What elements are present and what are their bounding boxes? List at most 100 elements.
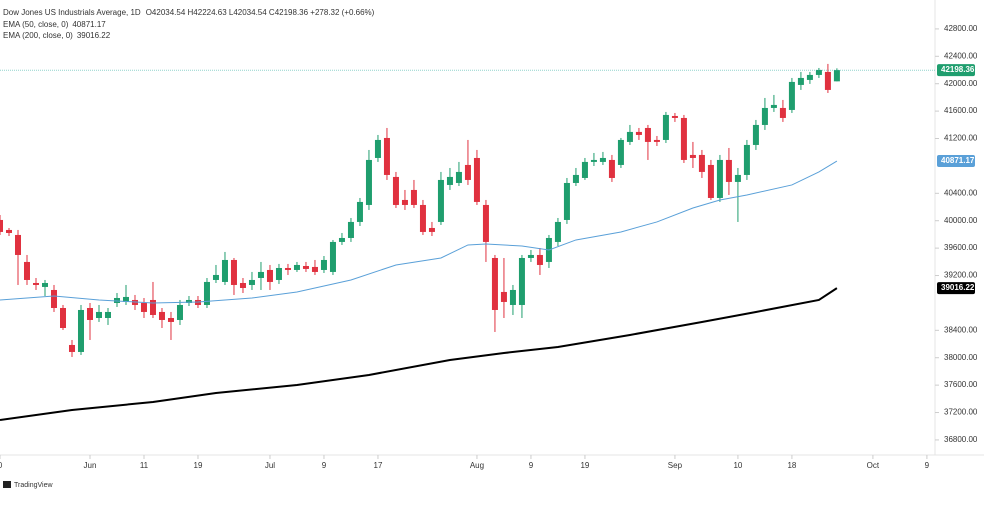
candle-body: [23, 261, 30, 280]
candle-body: [275, 267, 282, 280]
x-tick-label: 11: [140, 461, 149, 470]
x-tick-label: Jul: [265, 461, 275, 470]
candle-body: [815, 69, 822, 75]
candle-body: [302, 265, 309, 269]
candle-body: [320, 259, 327, 270]
last-price-label-bg: [937, 64, 975, 77]
y-tick-label: 37600.00: [944, 380, 978, 389]
y-tick-label: 38400.00: [944, 325, 978, 334]
candle-body: [5, 229, 12, 233]
last-price-label: 42198.36: [941, 65, 975, 74]
y-tick-label: 42400.00: [944, 51, 978, 60]
candle-body: [572, 174, 579, 183]
candle-body: [14, 234, 21, 255]
candle-body: [176, 304, 183, 320]
candle-body: [761, 107, 768, 125]
chart-title: Dow Jones US Industrials Average, 1D: [3, 8, 141, 17]
candle-body: [725, 159, 732, 182]
y-tick-label: 41200.00: [944, 134, 978, 143]
candle-body: [356, 201, 363, 222]
ema-line: [0, 287, 838, 421]
candle-body: [203, 281, 210, 305]
candle-body: [140, 302, 147, 312]
candle-body: [311, 266, 318, 272]
y-tick-label: 40400.00: [944, 188, 978, 197]
x-tick-label: 19: [580, 461, 589, 470]
x-tick-label: 19: [194, 461, 203, 470]
y-tick-label: 38000.00: [944, 353, 978, 362]
candle-body: [185, 299, 192, 303]
candle-body: [608, 159, 615, 178]
candle-body: [32, 282, 39, 285]
candle-body: [635, 131, 642, 135]
y-tick-label: 36800.00: [944, 435, 978, 444]
candle-body: [518, 257, 525, 305]
candle-body: [644, 127, 651, 142]
x-tick-label: 10: [733, 461, 742, 470]
candle-body: [662, 114, 669, 140]
candle-body: [194, 299, 201, 305]
candle-body: [428, 227, 435, 232]
x-tick-label: 9: [529, 461, 534, 470]
x-tick-label: Jun: [84, 461, 97, 470]
candle-body: [473, 157, 480, 202]
candle-body: [491, 257, 498, 310]
y-tick-label: 39600.00: [944, 243, 978, 252]
candle-body: [167, 317, 174, 322]
candle-body: [446, 176, 453, 185]
candle-body: [509, 289, 516, 305]
candle-body: [374, 139, 381, 158]
candle-body: [59, 307, 66, 328]
candle-body: [212, 274, 219, 280]
candle-body: [716, 159, 723, 198]
candle-body: [500, 291, 507, 302]
ema-price-label-bg: [937, 155, 975, 168]
legend-name: EMA (200, close, 0): [3, 31, 73, 40]
candle-body: [770, 104, 777, 108]
candle-body: [788, 81, 795, 110]
candle-body: [383, 137, 390, 175]
candle-body: [671, 115, 678, 118]
candle-body: [41, 282, 48, 287]
candle-body: [401, 199, 408, 205]
candle-body: [50, 289, 57, 308]
legend-value: 39016.22: [77, 31, 111, 40]
x-tick-label: Aug: [470, 461, 484, 470]
y-tick-label: 39200.00: [944, 271, 978, 280]
candle-body: [734, 174, 741, 182]
candle-body: [653, 139, 660, 142]
candle-body: [239, 282, 246, 288]
ohlc-legend: O42034.54 H42224.63 L42034.54 C42198.36 …: [146, 8, 375, 17]
candle-body: [581, 161, 588, 178]
candle-body: [437, 179, 444, 222]
candle-body: [743, 144, 750, 175]
candle-body: [680, 117, 687, 160]
candle-body: [752, 124, 759, 145]
candle-body: [221, 259, 228, 282]
candle-body: [365, 159, 372, 205]
candle-body: [248, 279, 255, 285]
candle-body: [554, 221, 561, 242]
candle-body: [455, 171, 462, 183]
legend-name: EMA (50, close, 0): [3, 20, 69, 29]
candle-body: [464, 164, 471, 180]
y-tick-label: 42800.00: [944, 24, 978, 33]
candle-body: [392, 176, 399, 205]
x-tick-label: 0: [0, 461, 3, 470]
brand-logo: [3, 481, 11, 488]
candle-body: [482, 204, 489, 242]
candle-body: [590, 159, 597, 162]
candle-body: [68, 344, 75, 352]
ema-price-label-bg: [937, 282, 975, 295]
candle-body: [338, 237, 345, 242]
candle-body: [806, 74, 813, 80]
candle-body: [230, 259, 237, 285]
candle-body: [149, 299, 156, 315]
candle-body: [527, 254, 534, 258]
brand: TradingView: [14, 482, 53, 489]
ema-price-label: 39016.22: [941, 283, 975, 292]
y-tick-label: 40000.00: [944, 216, 978, 225]
x-tick-label: Sep: [668, 461, 683, 470]
candle-body: [707, 164, 714, 198]
